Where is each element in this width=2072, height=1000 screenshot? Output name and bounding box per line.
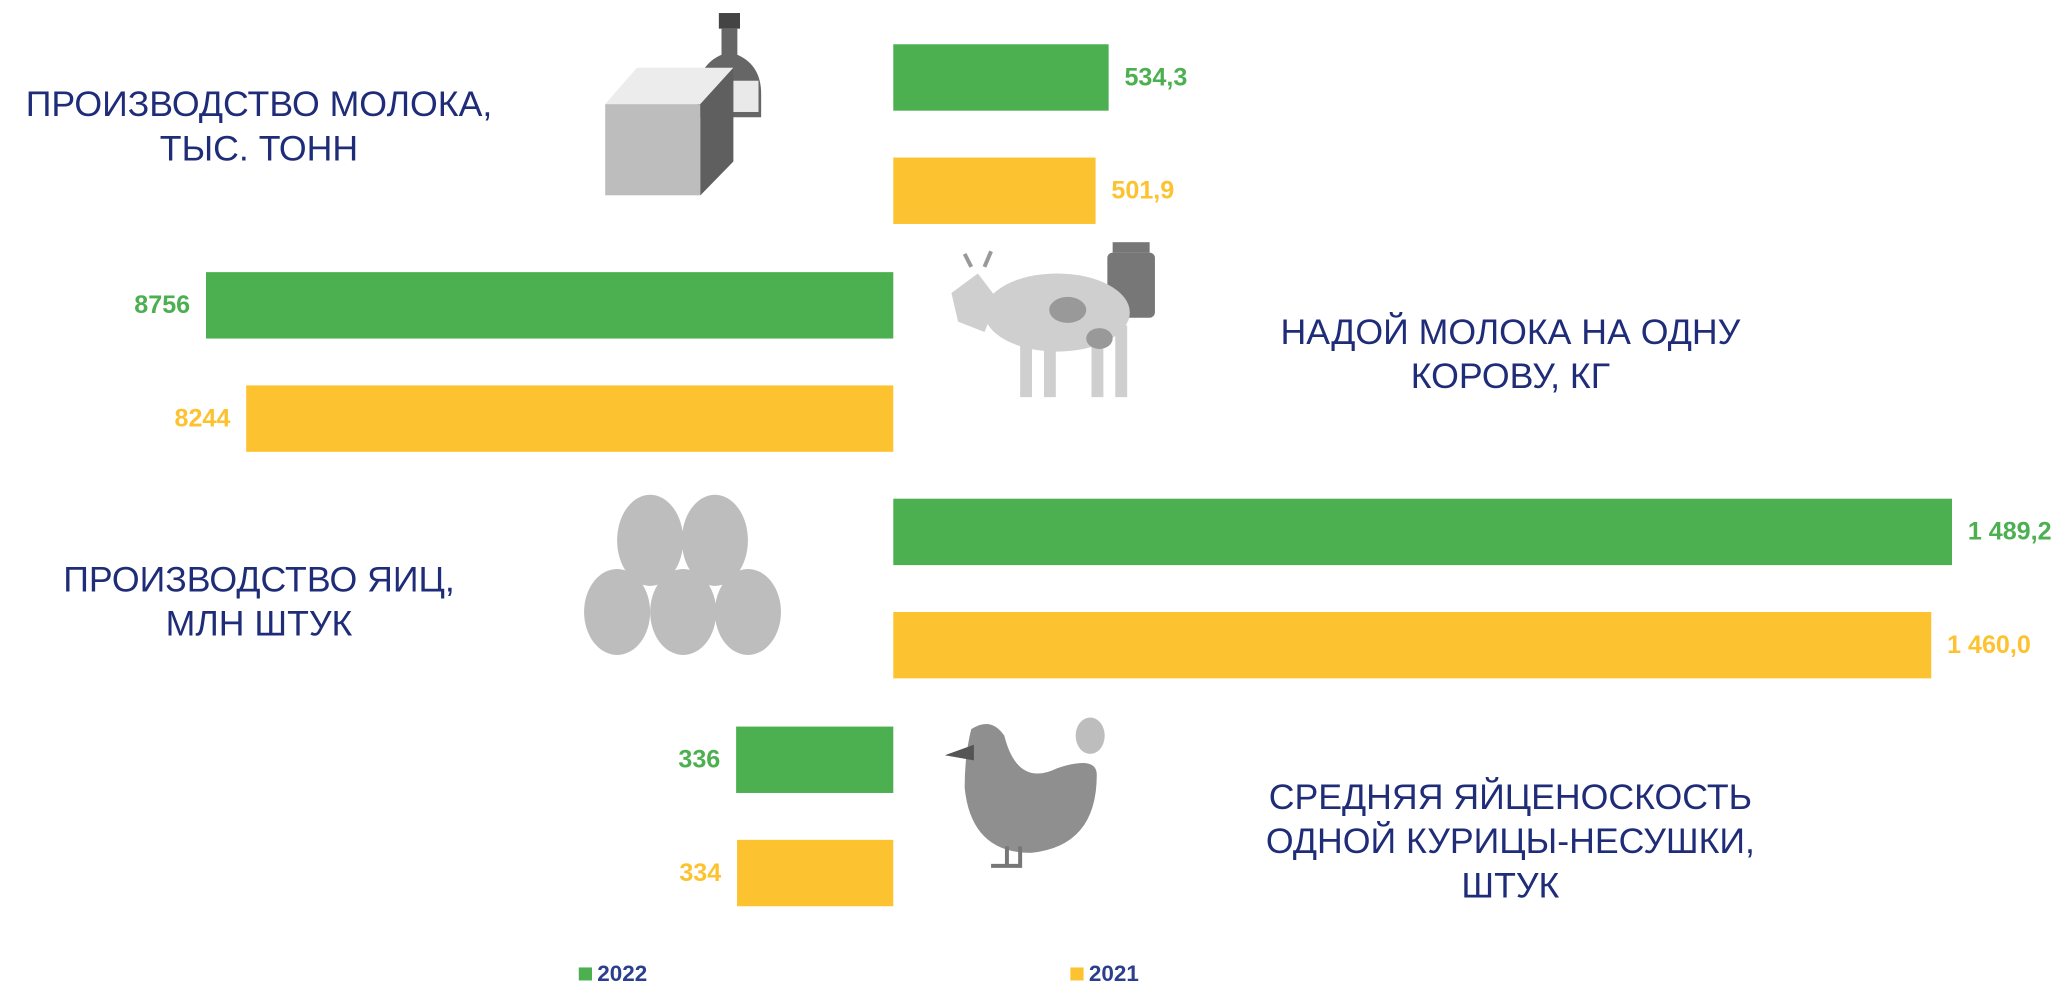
- page: {"chart_data": {"type": "bar", "categori…: [0, 0, 2072, 1000]
- value-label: 8244: [175, 405, 231, 433]
- value-label: 534,3: [1124, 63, 1187, 91]
- eggs-icon: [584, 495, 781, 655]
- bar: [737, 840, 893, 906]
- cow-icon: [951, 242, 1155, 397]
- chart: ПРОИЗВОДСТВО МОЛОКА, ТЫС. ТОНН 534,3 501,9 Н…: [0, 0, 2072, 1000]
- legend-swatch: [579, 967, 592, 980]
- value-label: 8756: [134, 291, 190, 319]
- legend-swatch: [1070, 967, 1083, 980]
- category-label: НАДОЙ МОЛОКА НА ОДНУ: [1280, 312, 1740, 352]
- category-label: СРЕДНЯЯ ЯЙЦЕНОСКОСТЬ: [1269, 777, 1752, 817]
- milk-icon: [605, 13, 761, 195]
- bar: [246, 385, 893, 451]
- value-label: 501,9: [1111, 177, 1174, 205]
- value-label: 1 460,0: [1947, 631, 2031, 659]
- bar: [893, 44, 1108, 110]
- legend-label: 2022: [597, 961, 647, 986]
- bar: [893, 612, 1931, 678]
- hen-icon: [945, 717, 1105, 865]
- category-label: ОДНОЙ КУРИЦЫ-НЕСУШКИ,: [1266, 821, 1755, 861]
- category-label: ПРОИЗВОДСТВО МОЛОКА,: [26, 84, 493, 124]
- bar: [893, 158, 1095, 224]
- legend-label: 2021: [1089, 961, 1139, 986]
- category-label: МЛН ШТУК: [166, 604, 353, 644]
- category-label: КОРОВУ, КГ: [1411, 356, 1610, 396]
- category-label: ШТУК: [1461, 866, 1559, 906]
- bar: [736, 727, 893, 793]
- value-label: 336: [678, 746, 720, 774]
- value-label: 334: [679, 859, 721, 887]
- category-label: ПРОИЗВОДСТВО ЯИЦ,: [63, 560, 455, 600]
- bar: [893, 499, 1952, 565]
- value-label: 1 489,2: [1968, 518, 2052, 546]
- bar: [206, 272, 893, 338]
- category-label: ТЫС. ТОНН: [160, 129, 358, 169]
